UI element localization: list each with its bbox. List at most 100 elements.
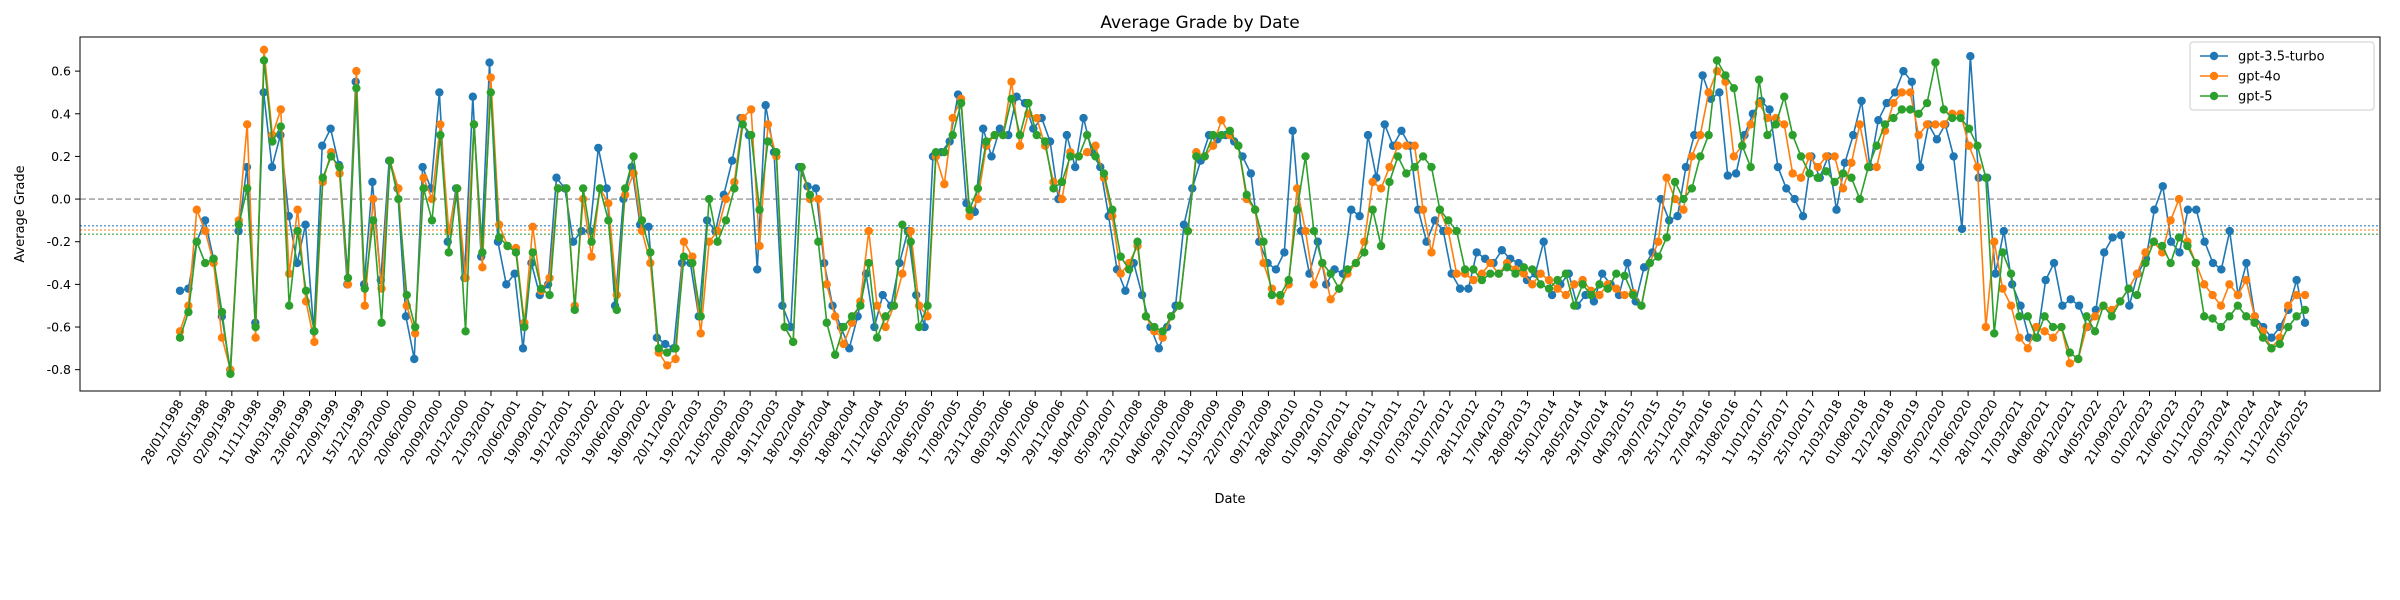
data-point [226, 369, 235, 379]
data-point [1326, 269, 1335, 278]
data-point [1964, 124, 1974, 133]
data-point [410, 329, 420, 338]
data-point [1410, 141, 1419, 150]
data-point [2015, 333, 2024, 342]
data-point [1796, 152, 1806, 161]
data-point [444, 248, 453, 257]
data-point [1091, 141, 1100, 150]
data-point [1460, 265, 1470, 274]
data-point [1639, 263, 1649, 272]
data-point [1780, 120, 1789, 129]
data-point [2032, 322, 2041, 332]
data-point [2065, 359, 2075, 368]
data-point [2048, 333, 2058, 342]
data-point [1494, 269, 1503, 278]
data-point [1796, 173, 1806, 182]
data-point [1519, 269, 1529, 278]
data-point [2006, 269, 2016, 278]
data-point [604, 199, 613, 208]
data-point [2158, 241, 2167, 251]
data-point [410, 322, 420, 332]
data-point [704, 237, 714, 246]
data-point [881, 322, 890, 332]
data-point [1376, 184, 1386, 193]
data-point [1679, 205, 1688, 214]
legend: gpt-3.5-turbo gpt-4o gpt-5 [2189, 41, 2375, 111]
data-point [872, 301, 882, 310]
data-point [520, 322, 529, 332]
data-point [284, 301, 294, 310]
data-point [1393, 141, 1403, 150]
data-point [1813, 162, 1823, 172]
data-point [1721, 71, 1730, 80]
data-point [2300, 318, 2310, 327]
data-point [1662, 173, 1671, 182]
data-point [2300, 305, 2310, 315]
data-point [2233, 290, 2243, 300]
data-point [1830, 177, 1839, 187]
data-point [2233, 301, 2243, 310]
data-point [1595, 290, 1604, 300]
data-point [2006, 301, 2016, 310]
data-point [822, 280, 831, 289]
data-point [1385, 177, 1394, 187]
data-point [1183, 226, 1193, 236]
data-point [1553, 275, 1562, 285]
data-point [1040, 137, 1050, 146]
data-point [1662, 233, 1671, 242]
data-point [1990, 329, 1999, 338]
data-point [1363, 130, 1373, 140]
data-point [1267, 290, 1277, 300]
data-point [906, 237, 915, 246]
data-point [594, 143, 603, 153]
data-point [1469, 265, 1478, 274]
data-point [343, 273, 353, 283]
data-point [1049, 184, 1058, 193]
data-point [1360, 248, 1369, 257]
data-point [2149, 237, 2159, 246]
plot-frame [79, 36, 2381, 392]
data-point [612, 290, 621, 300]
data-point [1242, 190, 1251, 200]
data-point [2065, 348, 2075, 357]
data-point [679, 252, 689, 261]
data-point [2267, 344, 2276, 353]
data-point [452, 184, 462, 193]
data-point [528, 222, 537, 231]
data-point [1561, 269, 1571, 278]
data-point [839, 339, 848, 349]
data-point [1874, 115, 1883, 125]
data-point [1830, 152, 1839, 161]
data-point [1981, 173, 1991, 182]
data-point [200, 216, 210, 225]
data-point [2250, 318, 2259, 327]
data-point [1192, 152, 1201, 161]
data-point [1410, 162, 1419, 172]
data-point [1116, 252, 1125, 261]
data-point [1603, 284, 1613, 293]
data-point [1914, 130, 1923, 140]
data-point [503, 241, 512, 251]
data-point [1704, 88, 1713, 97]
data-point [1452, 226, 1461, 236]
data-point [1906, 105, 1915, 114]
data-point [696, 312, 705, 321]
data-point [2166, 258, 2175, 268]
data-point [553, 184, 563, 193]
data-point [1805, 152, 1814, 161]
data-point [368, 177, 377, 187]
data-point [1259, 237, 1268, 246]
legend-label: gpt-3.5-turbo [2238, 50, 2325, 65]
data-point [1427, 248, 1436, 257]
data-point [1217, 115, 1226, 125]
data-point [436, 130, 445, 140]
data-point [1301, 226, 1310, 236]
data-point [2124, 284, 2133, 293]
data-point [1723, 171, 1732, 180]
legend-marker [2209, 91, 2219, 101]
data-point [578, 184, 588, 193]
data-point [1179, 220, 1189, 229]
data-point [830, 350, 840, 359]
data-point [1154, 344, 1164, 353]
data-point [847, 318, 857, 327]
